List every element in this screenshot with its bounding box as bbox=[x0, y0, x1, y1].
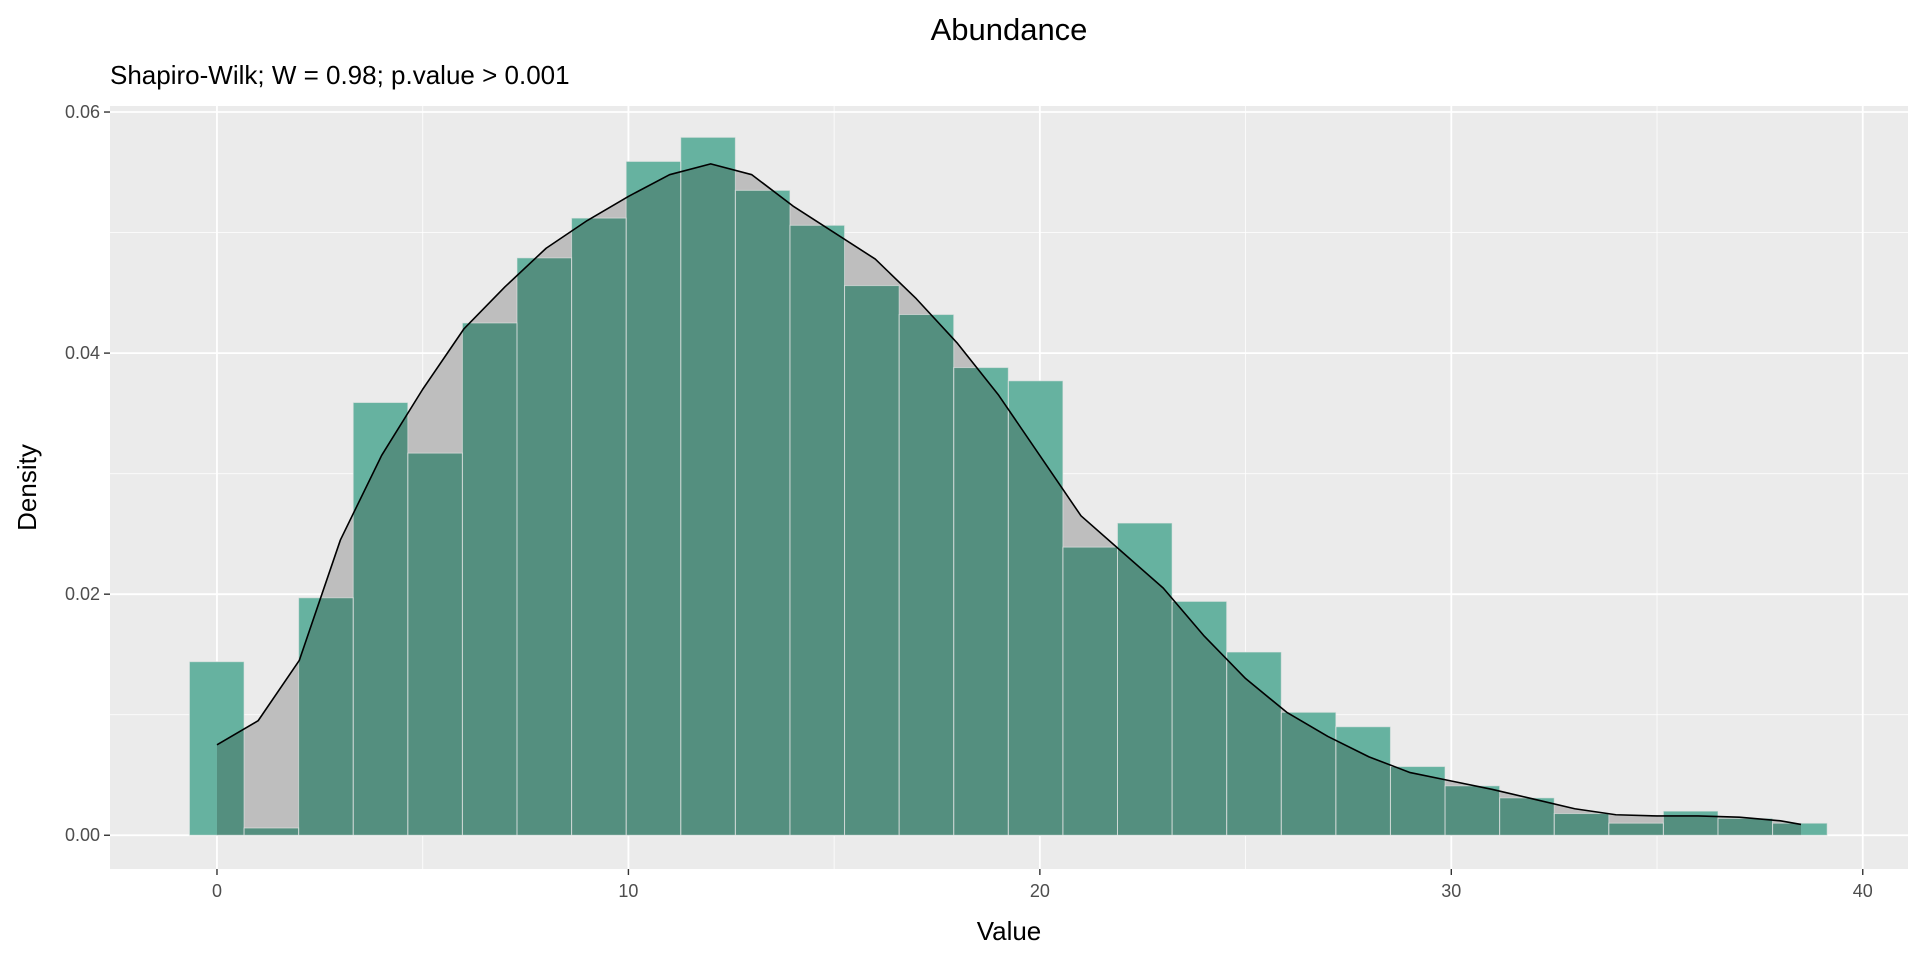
axes: 0 10 20 30 40 0.00 0.02 0.04 0.06 bbox=[65, 102, 1873, 901]
y-tick-label: 0.00 bbox=[65, 825, 100, 845]
overlap-bar bbox=[407, 453, 463, 836]
overlap-bar bbox=[899, 314, 954, 836]
overlap-bar bbox=[789, 225, 845, 836]
x-tick-label: 30 bbox=[1441, 881, 1461, 901]
overlap-bar bbox=[735, 190, 790, 836]
overlap-bar bbox=[1445, 785, 1500, 836]
overlap-bar bbox=[626, 163, 681, 836]
overlap-bar bbox=[1717, 818, 1773, 836]
overlap-bar bbox=[1062, 547, 1118, 836]
overlap-bar bbox=[953, 367, 1009, 836]
x-tick-label: 0 bbox=[212, 881, 222, 901]
overlap-bar bbox=[1499, 797, 1555, 836]
y-tick-label: 0.04 bbox=[65, 343, 100, 363]
overlap-bar bbox=[680, 163, 736, 836]
density-curve-line bbox=[216, 163, 1802, 826]
overlap-bar bbox=[244, 828, 299, 836]
bar-outline bbox=[188, 661, 245, 836]
overlap-bar bbox=[571, 218, 627, 836]
x-tick-label: 10 bbox=[618, 881, 638, 901]
y-axis-title: Density bbox=[12, 444, 42, 531]
overlap-bar bbox=[516, 257, 572, 836]
y-tick-label: 0.06 bbox=[65, 102, 100, 122]
chart-title: Abundance bbox=[931, 12, 1088, 47]
bar-outline bbox=[1772, 822, 1828, 836]
overlap-bar bbox=[1608, 823, 1664, 836]
overlap-bar bbox=[462, 322, 517, 836]
density-curve-layer bbox=[188, 136, 1828, 836]
overlap-bar bbox=[1554, 813, 1609, 836]
x-tick-label: 40 bbox=[1853, 881, 1873, 901]
overlap-bar bbox=[1772, 823, 1802, 836]
y-tick-label: 0.02 bbox=[65, 584, 100, 604]
overlap-bar bbox=[844, 285, 900, 836]
x-tick-label: 20 bbox=[1030, 881, 1050, 901]
x-axis-title: Value bbox=[977, 916, 1042, 946]
chart-subtitle: Shapiro-Wilk; W = 0.98; p.value > 0.001 bbox=[110, 60, 570, 90]
